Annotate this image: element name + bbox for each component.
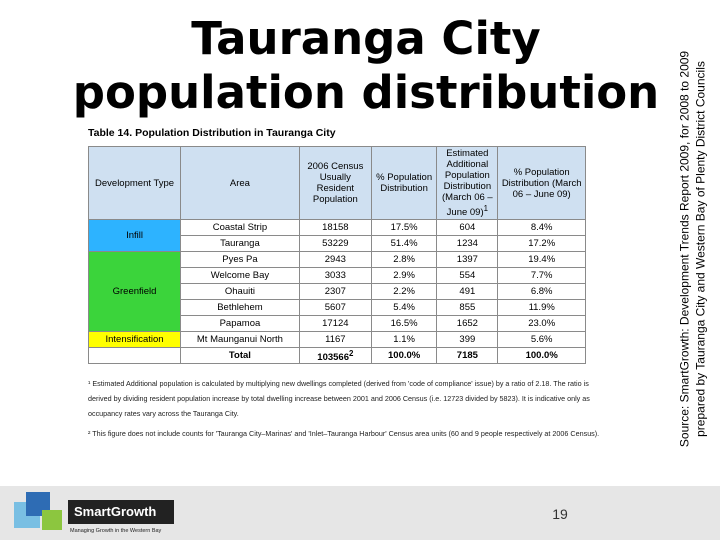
cell-pct: 16.5%	[370, 315, 438, 333]
cell-est: 491	[436, 283, 499, 301]
cell-area: Coastal Strip	[180, 219, 300, 237]
cell-est: 1652	[436, 315, 499, 333]
cell-pct: 17.5%	[370, 219, 438, 237]
source-note-container: Source: SmartGrowth: Development Trends …	[668, 36, 718, 462]
cell-est: 1397	[436, 251, 499, 269]
group-intensification: Intensification	[87, 331, 182, 349]
table-header-row: Development Type Area 2006 Census Usuall…	[87, 145, 586, 221]
group-infill: Infill	[87, 219, 182, 253]
slide-title: Tauranga City population distribution	[72, 12, 660, 119]
cell-area: Welcome Bay	[180, 267, 300, 285]
cell-census: 18158	[298, 219, 372, 237]
cell-pct2: 7.7%	[497, 267, 586, 285]
table-total-row: Total 1035662 100.0% 7185 100.0%	[87, 347, 586, 365]
logo-tagline: Managing Growth in the Western Bay	[70, 528, 162, 534]
table-footnotes: ¹ Estimated Additional population is cal…	[88, 376, 608, 446]
table-row: Intensification Mt Maunganui North 1167 …	[87, 331, 586, 349]
cell-est: 855	[436, 299, 499, 317]
cell-area: Mt Maunganui North	[180, 331, 300, 349]
cell-pct: 2.9%	[370, 267, 438, 285]
header-estimated-additional: Estimated Additional Population Distribu…	[436, 145, 499, 221]
cell-pct2: 23.0%	[497, 315, 586, 333]
logo-square-green	[42, 510, 62, 530]
table-row: Papamoa 17124 16.5% 1652 23.0%	[89, 315, 586, 333]
total-pct2: 100.0%	[497, 347, 586, 365]
cell-pct2: 5.6%	[497, 331, 586, 349]
cell-pct2: 6.8%	[497, 283, 586, 301]
cell-census: 2943	[298, 251, 372, 269]
cell-area: Ohauiti	[180, 283, 300, 301]
table-row: Tauranga 53229 51.4% 1234 17.2%	[89, 235, 586, 253]
header-census-population: 2006 Census Usually Resident Population	[298, 145, 372, 221]
total-label: Total	[180, 347, 300, 365]
smartgrowth-logo: SmartGrowth Managing Growth in the Weste…	[8, 490, 178, 538]
cell-pct: 5.4%	[370, 299, 438, 317]
cell-pct2: 19.4%	[497, 251, 586, 269]
cell-blank	[87, 347, 182, 365]
cell-census: 5607	[298, 299, 372, 317]
total-est: 7185	[436, 347, 499, 365]
total-census: 1035662	[298, 347, 372, 365]
header-development-type: Development Type	[87, 145, 182, 221]
total-census-value: 103566	[317, 351, 349, 363]
cell-pct: 51.4%	[370, 235, 438, 253]
cell-area: Tauranga	[180, 235, 300, 253]
cell-census: 1167	[298, 331, 372, 349]
footnote-ref-2: 2	[348, 348, 354, 358]
cell-area: Bethlehem	[180, 299, 300, 317]
header-estimated-additional-text: Estimated Additional Population Distribu…	[442, 148, 493, 219]
cell-est: 1234	[436, 235, 499, 253]
cell-est: 399	[436, 331, 499, 349]
cell-pct2: 11.9%	[497, 299, 586, 317]
header-area: Area	[180, 145, 300, 221]
header-population-distribution: % Population Distribution	[370, 145, 438, 221]
footnote-1: ¹ Estimated Additional population is cal…	[88, 379, 590, 418]
cell-pct2: 8.4%	[497, 219, 586, 237]
cell-pct: 2.2%	[370, 283, 438, 301]
footnote-2: ² This figure does not include counts fo…	[88, 429, 600, 438]
cell-pct: 2.8%	[370, 251, 438, 269]
header-population-distribution-0609: % Population Distribution (March 06 – Ju…	[497, 145, 586, 221]
table-row: Infill Coastal Strip 18158 17.5% 604 8.4…	[87, 219, 586, 253]
total-pct: 100.0%	[370, 347, 438, 365]
table-row: Bethlehem 5607 5.4% 855 11.9%	[89, 299, 586, 317]
cell-census: 53229	[298, 235, 372, 253]
cell-census: 3033	[298, 267, 372, 285]
page-number: 19	[552, 506, 568, 522]
cell-est: 604	[436, 219, 499, 237]
cell-census: 2307	[298, 283, 372, 301]
table-row: Greenfield Pyes Pa 2943 2.8% 1397 19.4%	[87, 251, 586, 333]
table-caption: Table 14. Population Distribution in Tau…	[88, 127, 336, 139]
group-greenfield: Greenfield	[87, 251, 182, 333]
cell-census: 17124	[298, 315, 372, 333]
cell-pct: 1.1%	[370, 331, 438, 349]
cell-area: Pyes Pa	[180, 251, 300, 269]
population-table: Development Type Area 2006 Census Usuall…	[87, 145, 586, 365]
source-note: Source: SmartGrowth: Development Trends …	[677, 50, 708, 448]
logo-wordmark: SmartGrowth	[68, 500, 174, 524]
table-row: Ohauiti 2307 2.2% 491 6.8%	[89, 283, 586, 301]
cell-est: 554	[436, 267, 499, 285]
footnote-ref-1: 1	[483, 204, 489, 213]
cell-area: Papamoa	[180, 315, 300, 333]
cell-pct2: 17.2%	[497, 235, 586, 253]
